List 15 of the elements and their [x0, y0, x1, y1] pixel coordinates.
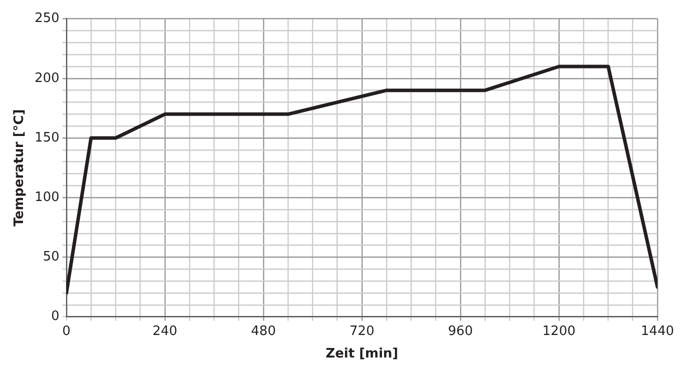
x-tick-label: 240	[152, 324, 178, 339]
x-tick-label: 0	[62, 324, 71, 339]
x-tick-label: 720	[350, 324, 374, 339]
y-tick-label: 50	[42, 250, 60, 265]
y-tick-label: 100	[34, 190, 60, 205]
y-tick-label: 150	[34, 130, 60, 146]
y-tick-label: 0	[51, 309, 60, 324]
y-axis-title: Temperatur [°C]	[12, 109, 28, 226]
x-tick-label: 1440	[640, 324, 674, 339]
x-tick-label: 480	[251, 324, 276, 339]
y-tick-label: 200	[34, 70, 60, 86]
x-tick-label: 960	[448, 324, 473, 339]
x-tick-label: 1200	[542, 324, 576, 339]
y-tick-label: 250	[34, 11, 60, 26]
x-axis-title: Zeit [min]	[326, 346, 398, 362]
